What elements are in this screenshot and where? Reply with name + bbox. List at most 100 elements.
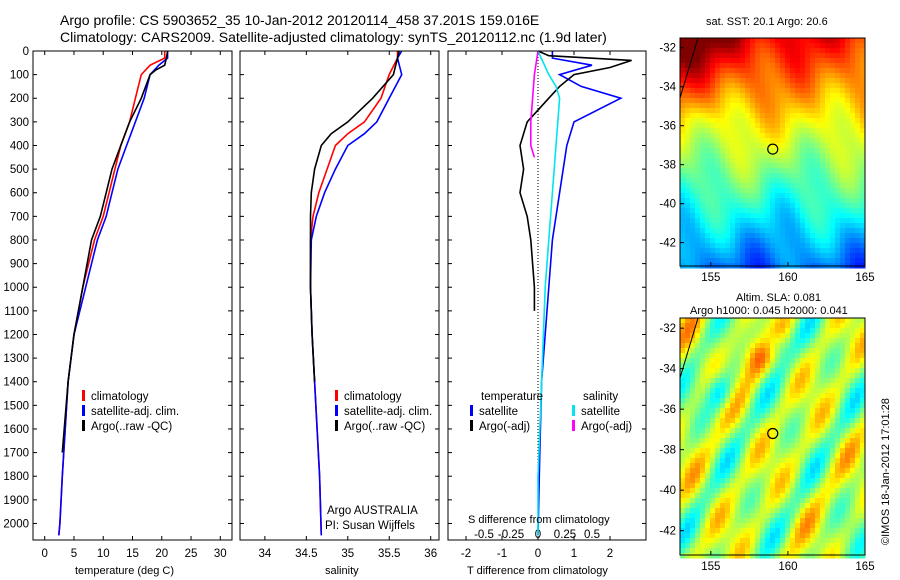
map-cell	[680, 118, 686, 124]
map-cell	[680, 248, 686, 254]
map-cell	[725, 388, 731, 394]
map-cell	[780, 388, 786, 394]
map-cell	[690, 113, 696, 119]
map-cell	[760, 213, 766, 219]
map-cell	[830, 188, 836, 194]
map-cell	[730, 428, 736, 434]
map-cell	[755, 103, 761, 109]
map-cell	[700, 243, 706, 249]
map-cell	[765, 393, 771, 399]
map-cell	[860, 203, 866, 209]
map-cell	[825, 353, 831, 359]
map-cell	[745, 418, 751, 424]
map-cell	[850, 543, 856, 549]
map-cell	[695, 253, 701, 259]
map-cell	[735, 168, 741, 174]
map-cell	[810, 248, 816, 254]
map-cell	[850, 368, 856, 374]
map-cell	[775, 373, 781, 379]
map-cell	[805, 93, 811, 99]
map-cell	[725, 188, 731, 194]
map-cell	[745, 478, 751, 484]
map-cell	[790, 493, 796, 499]
map-cell	[765, 48, 771, 54]
map-cell	[715, 193, 721, 199]
map-cell	[830, 503, 836, 509]
map-cell	[730, 103, 736, 109]
map-cell	[840, 123, 846, 129]
map-cell	[805, 393, 811, 399]
map-cell	[725, 328, 731, 334]
map-cell	[855, 53, 861, 59]
map-cell	[715, 48, 721, 54]
map-cell	[680, 453, 686, 459]
map-cell	[760, 548, 766, 554]
map-cell	[715, 323, 721, 329]
map-cell	[730, 133, 736, 139]
map-cell	[770, 48, 776, 54]
map-cell	[760, 323, 766, 329]
map-cell	[800, 173, 806, 179]
map-cell	[855, 203, 861, 209]
map-cell	[790, 328, 796, 334]
map-cell	[770, 68, 776, 74]
map-cell	[770, 168, 776, 174]
map-cell	[795, 158, 801, 164]
map-cell	[850, 103, 856, 109]
map-cell	[690, 158, 696, 164]
map-cell	[855, 373, 861, 379]
map-cell	[785, 343, 791, 349]
map-cell	[760, 83, 766, 89]
map-cell	[750, 43, 756, 49]
map-cell	[840, 448, 846, 454]
map-cell	[835, 493, 841, 499]
map-cell	[750, 413, 756, 419]
map-cell	[810, 168, 816, 174]
map-cell	[720, 488, 726, 494]
map-cell	[690, 218, 696, 224]
legend-item-temp-satellite: satellite	[470, 405, 530, 420]
map-cell	[790, 478, 796, 484]
map-cell	[765, 78, 771, 84]
map-cell	[790, 73, 796, 79]
map-cell	[690, 433, 696, 439]
map-cell	[755, 173, 761, 179]
map-cell	[805, 238, 811, 244]
map-cell	[730, 473, 736, 479]
map-cell	[805, 128, 811, 134]
map-cell	[735, 178, 741, 184]
map-cell	[730, 348, 736, 354]
map-cell	[845, 543, 851, 549]
map-cell	[720, 328, 726, 334]
map-cell	[835, 98, 841, 104]
map-cell	[795, 213, 801, 219]
map-cell	[705, 203, 711, 209]
map-cell	[765, 253, 771, 259]
map-cell	[850, 363, 856, 369]
map-cell	[680, 493, 686, 499]
map-cell	[785, 503, 791, 509]
map-cell	[840, 113, 846, 119]
map-cell	[835, 393, 841, 399]
map-cell	[825, 153, 831, 159]
map-cell	[770, 253, 776, 259]
map-cell	[810, 178, 816, 184]
map-cell	[735, 333, 741, 339]
map-cell	[805, 478, 811, 484]
map-x-tick-label: 160	[778, 272, 797, 284]
map-cell	[775, 153, 781, 159]
map-cell	[810, 148, 816, 154]
map-cell	[825, 518, 831, 524]
map-cell	[755, 383, 761, 389]
map-cell	[750, 233, 756, 239]
map-cell	[820, 468, 826, 474]
map-cell	[780, 443, 786, 449]
map-cell	[855, 243, 861, 249]
map-cell	[840, 138, 846, 144]
map-cell	[820, 493, 826, 499]
map-cell	[805, 338, 811, 344]
map-cell	[795, 333, 801, 339]
map-cell	[695, 98, 701, 104]
map-cell	[680, 103, 686, 109]
map-cell	[690, 508, 696, 514]
